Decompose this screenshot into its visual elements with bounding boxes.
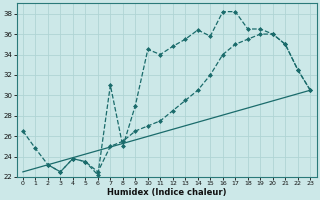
X-axis label: Humidex (Indice chaleur): Humidex (Indice chaleur) (107, 188, 226, 197)
